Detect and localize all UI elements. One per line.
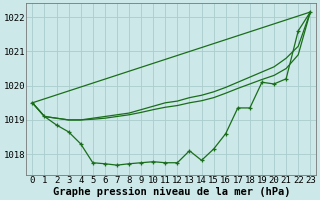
X-axis label: Graphe pression niveau de la mer (hPa): Graphe pression niveau de la mer (hPa) xyxy=(52,186,290,197)
